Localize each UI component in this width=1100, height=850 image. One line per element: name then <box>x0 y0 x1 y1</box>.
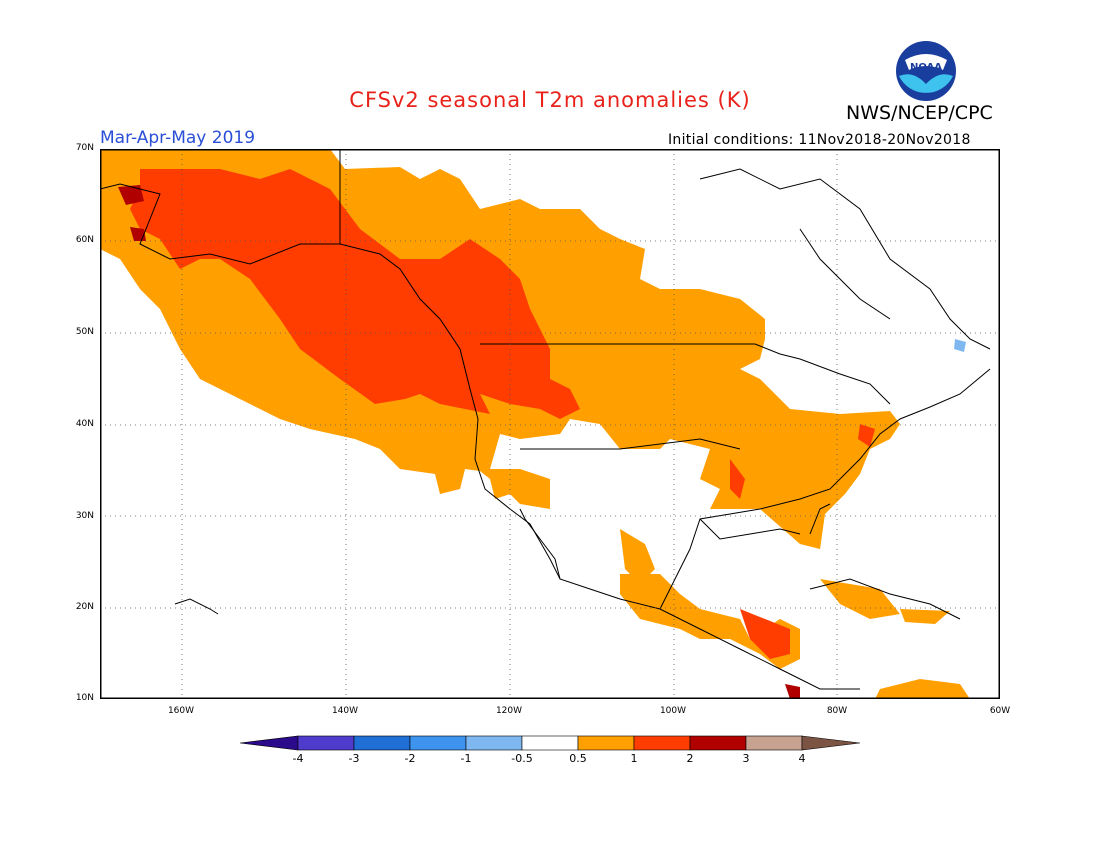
season-label: Mar-Apr-May 2019 <box>100 128 256 148</box>
coastlines <box>100 149 991 690</box>
colorbar-swatch <box>577 735 635 751</box>
lat-label-20n: 20N <box>75 602 94 612</box>
colorbar-swatch <box>465 735 523 751</box>
colorbar-swatch <box>745 735 803 751</box>
lon-label-60w: 60W <box>989 706 1011 716</box>
initial-conditions-label: Initial conditions: 11Nov2018-20Nov2018 <box>668 132 971 148</box>
anomaly-fill-1-2 <box>130 169 875 659</box>
colorbar-label: -2 <box>404 752 416 765</box>
colorbar-swatch <box>801 735 861 751</box>
lon-label-100w: 100W <box>659 706 687 716</box>
lon-label-80w: 80W <box>826 706 848 716</box>
colorbar-label: 0.5 <box>569 752 587 765</box>
colorbar-label: 4 <box>798 752 806 765</box>
anomaly-fill-neg <box>954 339 966 352</box>
colorbar-swatch <box>633 735 691 751</box>
colorbar-label: -3 <box>348 752 360 765</box>
svg-text:NOAA: NOAA <box>910 62 942 73</box>
lat-label-10n: 10N <box>75 693 94 703</box>
colorbar-label: -4 <box>292 752 304 765</box>
lat-label-30n: 30N <box>75 511 94 521</box>
colorbar-swatch <box>353 735 411 751</box>
lon-label-160w: 160W <box>167 706 195 716</box>
anomaly-map <box>100 149 1000 699</box>
colorbar-label: -0.5 <box>511 752 533 765</box>
lon-label-120w: 120W <box>495 706 523 716</box>
colorbar-swatch <box>297 735 355 751</box>
colorbar-label: 2 <box>686 752 694 765</box>
colorbar-swatch <box>240 735 299 751</box>
lon-label-140w: 140W <box>331 706 359 716</box>
noaa-logo: NOAA <box>896 41 956 101</box>
colorbar-label: 1 <box>630 752 638 765</box>
lat-label-40n: 40N <box>75 419 94 429</box>
colorbar-swatch <box>409 735 467 751</box>
graticule <box>100 149 1000 699</box>
colorbar <box>240 735 861 751</box>
colorbar-swatch <box>521 735 579 751</box>
colorbar-label: 3 <box>742 752 750 765</box>
lat-label-60n: 60N <box>75 235 94 245</box>
colorbar-label: -1 <box>460 752 472 765</box>
agency-label: NWS/NCEP/CPC <box>846 102 993 124</box>
lat-label-50n: 50N <box>75 327 94 337</box>
anomaly-fill-2-3 <box>118 185 800 699</box>
chart-title: CFSv2 seasonal T2m anomalies (K) <box>349 88 751 112</box>
colorbar-swatch <box>689 735 747 751</box>
lat-label-70n: 70N <box>75 143 94 153</box>
